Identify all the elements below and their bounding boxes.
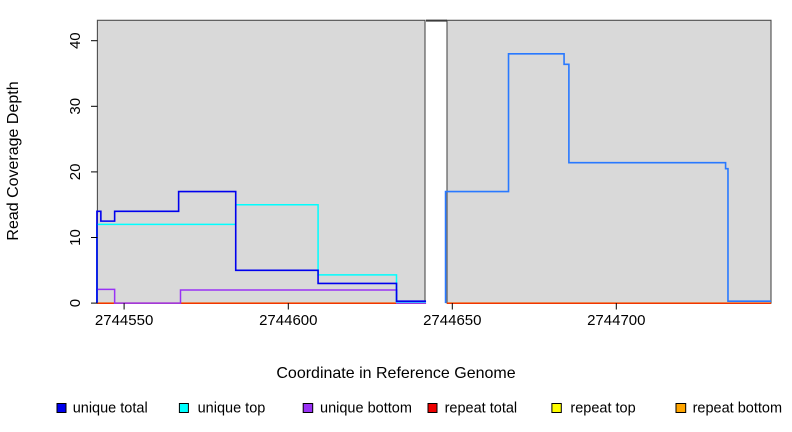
svg-text:unique top: unique top [198,401,266,417]
svg-text:repeat top: repeat top [570,401,635,417]
svg-text:40: 40 [67,32,84,49]
svg-text:repeat total: repeat total [445,401,518,417]
svg-text:2744700: 2744700 [587,312,645,329]
svg-text:unique bottom: unique bottom [320,401,412,417]
svg-text:0: 0 [67,299,84,307]
svg-text:Coordinate in Reference Genome: Coordinate in Reference Genome [276,365,515,382]
svg-text:30: 30 [67,98,84,115]
svg-text:2744600: 2744600 [259,312,317,329]
svg-text:2744650: 2744650 [423,312,481,329]
svg-text:repeat bottom: repeat bottom [693,401,782,417]
svg-text:20: 20 [67,164,84,181]
svg-text:unique total: unique total [73,401,148,417]
svg-text:2744550: 2744550 [95,312,153,329]
svg-text:10: 10 [67,229,84,246]
svg-text:Read Coverage Depth: Read Coverage Depth [5,81,22,240]
